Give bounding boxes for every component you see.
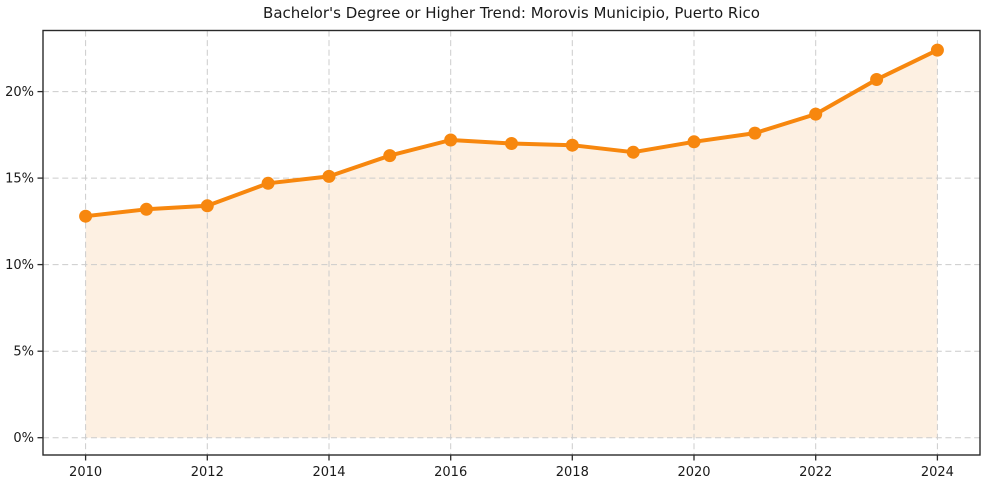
data-point <box>444 133 458 147</box>
data-point <box>565 138 579 152</box>
x-tick-label: 2024 <box>921 465 954 480</box>
data-point <box>870 73 884 86</box>
data-point <box>930 43 944 57</box>
data-point <box>505 137 518 150</box>
data-point <box>383 149 397 163</box>
data-point <box>748 126 762 140</box>
data-point <box>809 107 823 121</box>
chart-title: Bachelor's Degree or Higher Trend: Morov… <box>263 4 760 22</box>
x-tick-label: 2018 <box>556 465 589 480</box>
plot-border <box>42 29 981 456</box>
data-point <box>79 209 93 223</box>
y-tick-label: 15% <box>5 172 34 187</box>
y-tick-label: 5% <box>13 345 34 360</box>
data-point <box>322 169 336 183</box>
data-point <box>139 202 153 216</box>
x-tick-label: 2014 <box>312 465 345 480</box>
data-point <box>261 176 275 190</box>
y-tick-label: 0% <box>13 431 34 446</box>
data-point <box>687 135 701 149</box>
x-tick-label: 2012 <box>191 465 224 480</box>
data-point <box>626 145 640 159</box>
x-tick-label: 2020 <box>677 465 710 480</box>
data-point <box>200 199 214 213</box>
y-tick-label: 20% <box>5 85 34 100</box>
y-tick-label: 10% <box>5 258 34 273</box>
x-tick-label: 2022 <box>799 465 832 480</box>
x-tick-label: 2010 <box>69 465 102 480</box>
x-tick-label: 2016 <box>434 465 467 480</box>
area-fill <box>85 50 938 438</box>
